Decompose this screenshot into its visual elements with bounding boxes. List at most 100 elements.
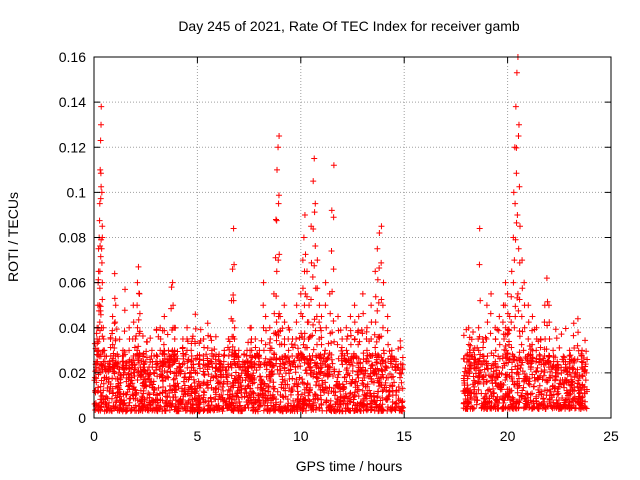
data-point [132, 402, 139, 409]
data-point [343, 378, 350, 385]
data-point [537, 344, 544, 351]
data-point [285, 358, 292, 365]
data-point [304, 381, 311, 388]
data-point [181, 386, 188, 393]
data-point [329, 360, 336, 367]
data-point [275, 406, 282, 413]
data-point [215, 357, 222, 364]
data-point [114, 389, 121, 396]
data-point [349, 405, 356, 412]
data-point [466, 334, 473, 341]
data-point [313, 404, 320, 411]
data-point [385, 355, 392, 362]
data-point [386, 388, 393, 395]
data-point [97, 253, 104, 260]
data-point [101, 347, 108, 354]
data-point [109, 313, 116, 320]
data-point [513, 144, 520, 151]
data-point [335, 355, 342, 362]
data-point [289, 361, 296, 368]
data-point [546, 319, 553, 326]
data-point [328, 340, 335, 347]
data-point [583, 369, 590, 376]
data-point [230, 382, 237, 389]
data-point [151, 370, 158, 377]
data-point [533, 324, 540, 331]
data-point [164, 373, 171, 380]
data-point [508, 319, 515, 326]
data-point [201, 344, 208, 351]
data-point [476, 333, 483, 340]
data-point [559, 394, 566, 401]
data-point [397, 344, 404, 351]
data-point [463, 359, 470, 366]
data-point [140, 387, 147, 394]
data-point [518, 341, 525, 348]
data-point [351, 393, 358, 400]
data-point [525, 336, 532, 343]
data-point [260, 302, 267, 309]
data-point [529, 371, 536, 378]
data-point [183, 401, 190, 408]
data-point [521, 324, 528, 331]
data-point [492, 324, 499, 331]
data-point [499, 364, 506, 371]
data-point [549, 405, 556, 412]
data-point [93, 330, 100, 337]
data-point [504, 350, 511, 357]
data-point [580, 405, 587, 412]
data-point [484, 378, 491, 385]
data-point [312, 382, 319, 389]
data-point [275, 144, 282, 151]
data-point [388, 347, 395, 354]
data-point [268, 368, 275, 375]
data-point [164, 331, 171, 338]
data-point [212, 391, 219, 398]
data-point [295, 400, 302, 407]
data-point [397, 337, 404, 344]
data-point [313, 370, 320, 377]
data-point [99, 333, 106, 340]
data-point [527, 363, 534, 370]
data-point [277, 367, 284, 374]
data-point [195, 378, 202, 385]
data-point [293, 352, 300, 359]
data-point [476, 355, 483, 362]
data-point [496, 341, 503, 348]
data-point [200, 368, 207, 375]
data-point [184, 324, 191, 331]
data-point [318, 355, 325, 362]
data-point [373, 356, 380, 363]
data-point [170, 394, 177, 401]
data-point [481, 395, 488, 402]
data-point [252, 336, 259, 343]
data-point [325, 340, 332, 347]
data-point [504, 371, 511, 378]
data-point [322, 302, 329, 309]
data-point [355, 386, 362, 393]
data-point [237, 383, 244, 390]
data-point [165, 364, 172, 371]
data-point [529, 355, 536, 362]
data-point [165, 352, 172, 359]
data-point [304, 268, 311, 275]
data-point [378, 259, 385, 266]
data-point [368, 302, 375, 309]
data-point [399, 398, 406, 405]
data-point [511, 324, 518, 331]
data-point [200, 336, 207, 343]
data-point [355, 327, 362, 334]
data-point [520, 347, 527, 354]
data-point [492, 336, 499, 343]
data-point [109, 327, 116, 334]
data-point [568, 381, 575, 388]
data-point [143, 378, 150, 385]
data-point [374, 394, 381, 401]
data-point [477, 297, 484, 304]
data-point [392, 367, 399, 374]
data-point [107, 405, 114, 412]
data-point [350, 396, 357, 403]
data-point [334, 406, 341, 413]
data-point [160, 383, 167, 390]
x-tick-label: 15 [396, 428, 412, 444]
